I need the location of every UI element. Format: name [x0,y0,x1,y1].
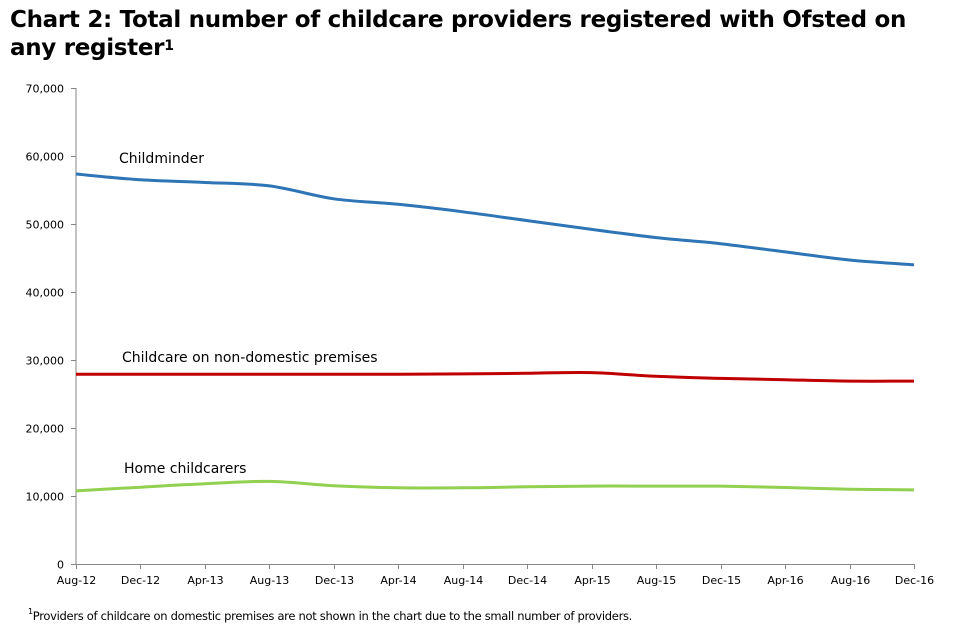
series-label-home-childcarers: Home childcarers [124,461,246,477]
y-tick-label: 50,000 [26,219,65,232]
x-tick-label: Dec-12 [121,574,160,587]
chart-title-text: Chart 2: Total number of childcare provi… [10,7,907,61]
x-tick-label: Dec-13 [315,574,354,587]
footnote: 1Providers of childcare on domestic prem… [28,607,633,623]
x-tick-label: Dec-15 [702,574,741,587]
y-tick-label: 60,000 [26,151,65,164]
x-tick-label: Aug-16 [831,574,870,587]
series-label-childcare-on-non-domestic-premises: Childcare on non-domestic premises [122,350,378,366]
x-tick-label: Aug-12 [57,574,96,587]
x-tick-label: Aug-13 [250,574,289,587]
series-label-childminder: Childminder [119,151,204,167]
x-tick-label: Dec-14 [508,574,547,587]
y-tick-label: 0 [57,559,64,572]
chart-title: Chart 2: Total number of childcare provi… [10,6,910,62]
x-tick-label: Apr-13 [187,574,223,587]
series-lines [75,172,915,493]
x-tick-label: Apr-16 [767,574,803,587]
series-line-childcare-on-non-domestic-premises [75,370,915,383]
x-tick-label: Dec-16 [895,574,934,587]
y-tick-label: 30,000 [26,355,65,368]
x-tick-label: Apr-15 [574,574,610,587]
series-line-childminder [75,172,915,267]
y-tick-label: 10,000 [26,491,65,504]
title-footnote-marker: 1 [164,38,174,54]
y-tick-label: 70,000 [26,83,65,96]
x-axis: Aug-12 Dec-12 Apr-13 Aug-13 Dec-13 Apr-14 Aug-… [57,564,934,587]
series-labels: Childminder Childcare on non-domestic pre… [119,151,378,477]
x-tick-label: Aug-14 [444,574,483,587]
y-axis: 0 10,000 20,000 30,000 40,000 50,000 60,000 70,… [26,83,77,572]
footnote-marker: 1 [28,607,33,616]
x-tick-label: Apr-14 [380,574,416,587]
x-tick-label: Aug-15 [637,574,676,587]
footnote-text: Providers of childcare on domestic premi… [32,609,633,623]
y-tick-label: 20,000 [26,423,65,436]
series-line-home-childcarers [75,479,915,493]
y-tick-label: 40,000 [26,287,65,300]
